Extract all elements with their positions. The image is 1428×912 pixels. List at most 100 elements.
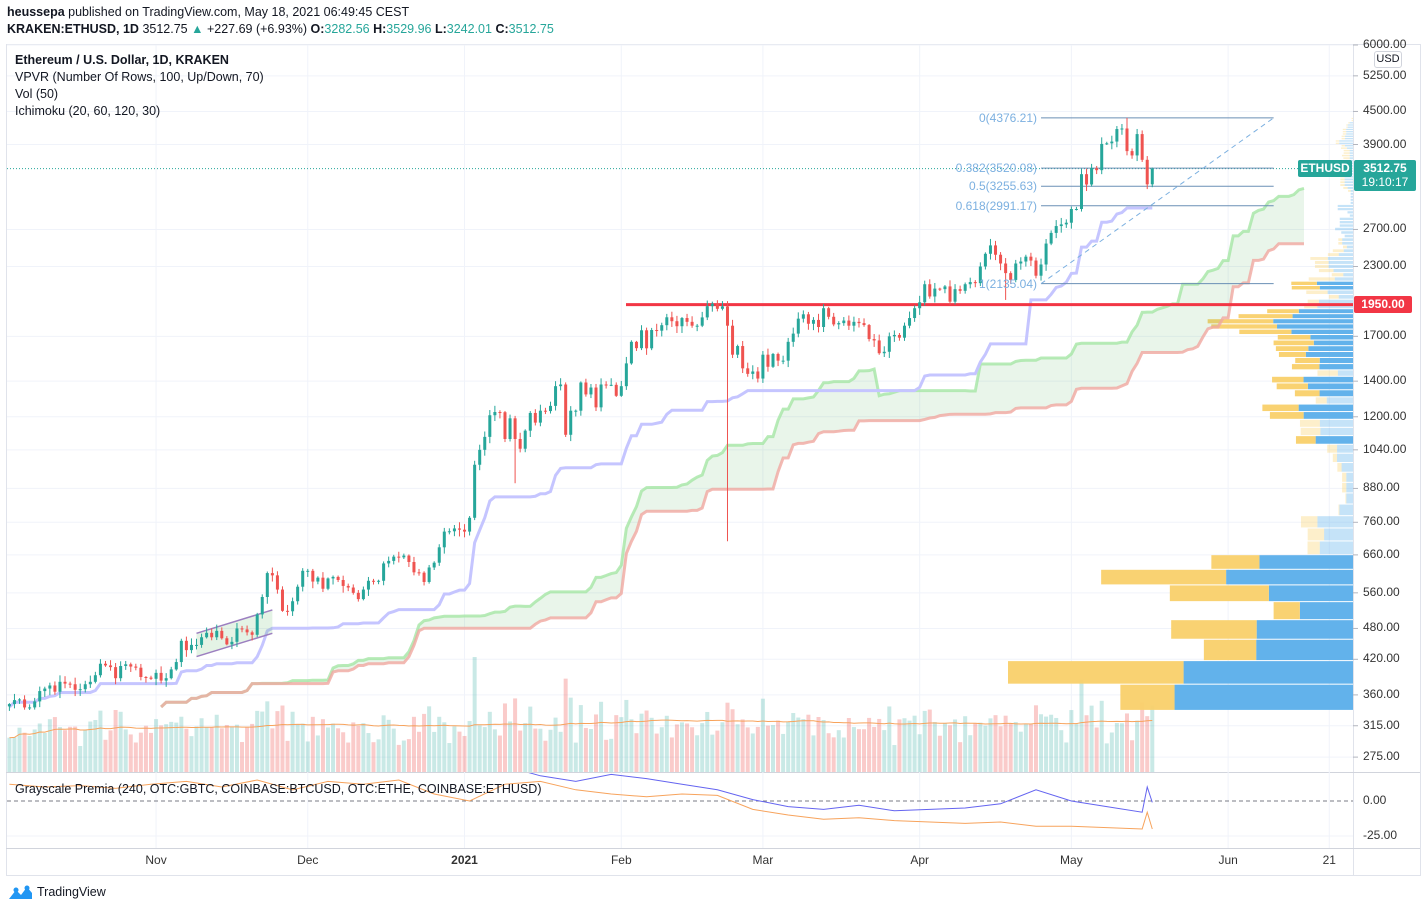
candle-body bbox=[817, 319, 821, 328]
candle-body bbox=[1125, 128, 1129, 152]
vpvr-down-bar bbox=[1332, 453, 1337, 463]
candle-body bbox=[973, 282, 977, 284]
volume-bar bbox=[1008, 723, 1013, 772]
candle-body bbox=[1049, 232, 1053, 244]
volume-bar bbox=[148, 732, 153, 772]
price-axis-label: 1400.00 bbox=[1363, 373, 1407, 388]
volume-bar bbox=[614, 715, 619, 772]
volume-bar bbox=[482, 727, 487, 772]
volume-bar bbox=[649, 717, 654, 772]
volume-bar bbox=[937, 735, 942, 772]
candle-body bbox=[1044, 243, 1048, 265]
vpvr-up-bar bbox=[1316, 281, 1353, 286]
vpvr-down-bar bbox=[1342, 133, 1347, 135]
volume-bar bbox=[796, 717, 801, 772]
candle-body bbox=[114, 667, 118, 679]
vpvr-up-bar bbox=[1320, 427, 1353, 436]
candle-body bbox=[908, 318, 912, 326]
vpvr-up-bar bbox=[1344, 184, 1353, 186]
candle-body bbox=[1095, 168, 1099, 171]
volume-bar bbox=[912, 715, 917, 772]
volume-bar bbox=[320, 719, 325, 772]
volume-bar bbox=[1099, 700, 1104, 772]
volume-bar bbox=[887, 706, 892, 772]
candle-body bbox=[296, 586, 300, 602]
candle-body bbox=[1110, 141, 1114, 144]
volume-bar bbox=[841, 737, 846, 772]
volume-bar bbox=[346, 742, 351, 772]
volume-bar bbox=[958, 742, 963, 772]
candle-body bbox=[1034, 260, 1038, 276]
price-tag: 3512.75 19:10:17 bbox=[1354, 160, 1416, 191]
candle-body bbox=[766, 354, 770, 367]
legend-vpvr[interactable]: VPVR (Number Of Rows, 100, Up/Down, 70) bbox=[15, 70, 264, 84]
legend-premia[interactable]: Grayscale Premia (240, OTC:GBTC, COINBAS… bbox=[15, 782, 542, 796]
candle-body bbox=[270, 573, 274, 576]
tradingview-logo[interactable]: TradingView bbox=[7, 884, 106, 900]
vpvr-up-bar bbox=[1305, 352, 1353, 357]
candle-body bbox=[619, 386, 623, 396]
volume-bar bbox=[159, 725, 164, 772]
legend-volume[interactable]: Vol (50) bbox=[15, 87, 59, 101]
candle-body bbox=[372, 580, 376, 582]
candle-body bbox=[1024, 256, 1028, 262]
vpvr-up-bar bbox=[1341, 463, 1353, 472]
vpvr-down-bar bbox=[1008, 661, 1184, 684]
vpvr-up-bar bbox=[1350, 192, 1353, 195]
candle-body bbox=[690, 321, 694, 326]
vpvr-down-bar bbox=[1211, 555, 1260, 569]
candle-body bbox=[498, 412, 502, 414]
drawings[interactable] bbox=[7, 117, 1353, 658]
legend-title[interactable]: Ethereum / U.S. Dollar, 1D, KRAKEN bbox=[15, 53, 229, 67]
volume-bar bbox=[108, 730, 113, 772]
candle-body bbox=[341, 579, 345, 586]
candle-body bbox=[994, 245, 998, 255]
time-axis-label: Nov bbox=[145, 853, 167, 867]
volume-bar bbox=[619, 717, 624, 772]
candle-body bbox=[624, 363, 628, 387]
volume-bar bbox=[447, 743, 452, 772]
volume-bar bbox=[533, 728, 538, 772]
publisher-name[interactable]: heussepa bbox=[7, 5, 65, 19]
vpvr-up-bar bbox=[1339, 224, 1353, 227]
vpvr-up-bar bbox=[1337, 444, 1353, 453]
fib-level-label: 0.382(3520.08) bbox=[955, 161, 1038, 176]
candle-body bbox=[751, 371, 755, 374]
candle-body bbox=[1120, 128, 1124, 130]
volume-bar bbox=[578, 705, 583, 772]
candle-body bbox=[508, 418, 512, 439]
vpvr-down-bar bbox=[1238, 314, 1293, 319]
candle-body bbox=[978, 266, 982, 284]
volume-bar bbox=[1028, 723, 1033, 772]
candle-body bbox=[731, 325, 735, 355]
vpvr-up-bar bbox=[1336, 453, 1353, 463]
vpvr-down-bar bbox=[1315, 397, 1327, 404]
vpvr-up-bar bbox=[1291, 329, 1353, 335]
price-axis-label: 760.00 bbox=[1363, 514, 1400, 529]
vpvr-down-bar bbox=[1341, 137, 1346, 140]
publish-info: heussepa published on TradingView.com, M… bbox=[7, 5, 409, 19]
legend-ichimoku[interactable]: Ichimoku (20, 60, 120, 30) bbox=[15, 104, 161, 118]
vpvr-up-bar bbox=[1349, 149, 1353, 152]
volume-bar bbox=[826, 733, 831, 772]
candle-body bbox=[33, 701, 37, 708]
vpvr-down-bar bbox=[1327, 253, 1339, 257]
volume-bar bbox=[356, 725, 361, 772]
candle-body bbox=[129, 664, 133, 667]
vpvr-down-bar bbox=[1291, 286, 1320, 290]
candle-body bbox=[913, 308, 917, 319]
candle-body bbox=[852, 321, 856, 326]
currency-button[interactable]: USD bbox=[1374, 51, 1402, 68]
volume-bar bbox=[568, 697, 573, 772]
candle-body bbox=[655, 330, 659, 332]
volume-bar bbox=[17, 727, 22, 772]
candle-body bbox=[832, 316, 836, 325]
volume-bar bbox=[644, 710, 649, 772]
volume-bar bbox=[366, 733, 371, 772]
volume-bar bbox=[487, 711, 492, 772]
volume-ma-line bbox=[9, 719, 1153, 739]
candle-body bbox=[457, 528, 461, 530]
candle-body bbox=[189, 644, 193, 651]
vpvr-up-bar bbox=[1319, 286, 1353, 290]
